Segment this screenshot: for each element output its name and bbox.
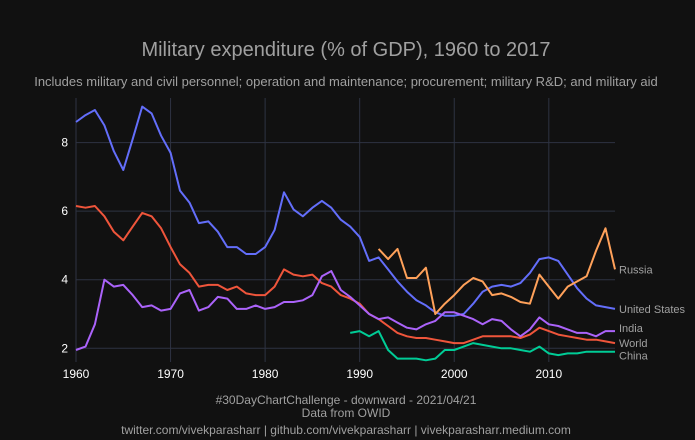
series-end-labels: United States World India China Russia — [619, 264, 686, 362]
caption-line-1: #30DayChartChallenge - downward - 2021/0… — [216, 393, 477, 407]
chart-title: Military expenditure (% of GDP), 1960 to… — [141, 39, 550, 61]
x-tick-label: 1970 — [157, 367, 184, 381]
series-label-united-states: United States — [619, 304, 686, 316]
gridlines — [75, 98, 615, 362]
x-axis-ticks: 1960 1970 1980 1990 2000 2010 — [63, 367, 563, 381]
x-tick-label: 1960 — [63, 367, 90, 381]
chart-subtitle: Includes military and civil personnel; o… — [34, 74, 658, 89]
series-label-china: China — [619, 351, 649, 363]
y-tick-label: 2 — [61, 341, 68, 355]
series-label-world: World — [619, 338, 648, 350]
y-tick-label: 6 — [61, 204, 68, 218]
x-tick-label: 1990 — [346, 367, 373, 381]
series-line-united-states — [75, 105, 616, 317]
x-tick-label: 1980 — [252, 367, 279, 381]
caption-line-3: twitter.com/vivekparasharr | github.com/… — [121, 423, 571, 437]
series-label-india: India — [619, 323, 644, 335]
y-axis-ticks: 2 4 6 8 — [61, 136, 68, 356]
series-lines — [75, 105, 616, 362]
caption-line-2: Data from OWID — [302, 406, 391, 420]
x-tick-label: 2010 — [535, 367, 562, 381]
series-line-china — [350, 330, 615, 362]
y-tick-label: 8 — [61, 136, 68, 150]
series-line-world — [75, 205, 616, 345]
y-tick-label: 4 — [61, 273, 68, 287]
series-line-india — [75, 270, 615, 351]
series-line-russia — [377, 227, 616, 315]
x-tick-label: 2000 — [441, 367, 468, 381]
series-label-russia: Russia — [619, 264, 654, 276]
